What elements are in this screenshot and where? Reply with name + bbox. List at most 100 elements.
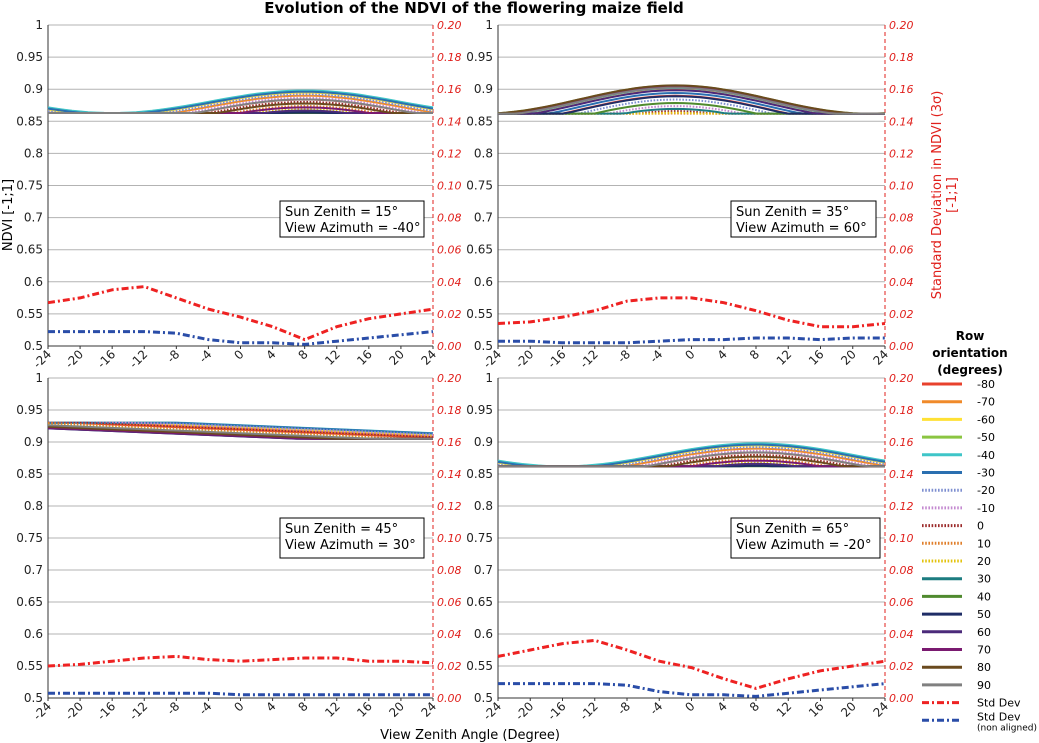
legend-label: -80 [977, 378, 995, 391]
x-tick-label: 12 [322, 699, 343, 720]
legend-label: 90 [977, 679, 991, 692]
y-tick-label-right: 0.16 [437, 436, 462, 449]
x-tick-label: 0 [231, 347, 246, 362]
legend-label: -30 [977, 467, 995, 480]
y-tick-label-right: 0.16 [889, 83, 914, 96]
legend-label: Std Dev [977, 697, 1021, 710]
y-tick-label-right: 0.10 [889, 180, 914, 193]
x-tick-label: 20 [838, 347, 859, 368]
x-tick-label: 8 [747, 699, 762, 714]
y-tick-label-left: 0.8 [24, 146, 43, 160]
y-tick-label-right: 0.04 [437, 628, 462, 641]
annotation-sun-zenith: Sun Zenith = 15° [285, 205, 398, 220]
y-tick-label-right: 0.02 [437, 660, 462, 673]
x-tick-label: -12 [127, 347, 151, 371]
y-tick-label-right: 0.16 [889, 436, 914, 449]
y-tick-label-left: 1 [485, 371, 493, 385]
legend-label: -20 [977, 484, 995, 497]
y-tick-label-right: 0.06 [889, 244, 914, 257]
x-tick-label: -20 [62, 699, 86, 723]
y-tick-label-right: 0.00 [889, 692, 914, 705]
legend-label: -40 [977, 449, 995, 462]
y-tick-label-left: 0.5 [24, 691, 43, 705]
legend-label: 40 [977, 590, 991, 603]
y-tick-label-right: 0.14 [437, 115, 462, 128]
y-tick-label-left: 0.55 [466, 659, 493, 673]
x-tick-label: -20 [513, 699, 537, 723]
x-tick-label: -8 [615, 699, 633, 717]
y-tick-label-right: 0.00 [437, 692, 462, 705]
y-tick-label-right: 0.00 [889, 340, 914, 353]
legend-label: Std Dev [977, 710, 1021, 723]
y-tick-label-right: 0.06 [889, 596, 914, 609]
y-tick-label-left: 0.85 [466, 467, 493, 481]
y-tick-label-left: 0.9 [24, 435, 43, 449]
y-tick-label-right: 0.18 [437, 404, 462, 417]
annotation-sun-zenith: Sun Zenith = 65° [736, 522, 849, 537]
chart-title: Evolution of the NDVI of the flowering m… [264, 0, 684, 17]
y-tick-label-left: 0.7 [24, 563, 43, 577]
x-tick-label: 0 [682, 347, 697, 362]
legend-items: -80 -70 -60 -50 -40 -30 -20 -10 0 10 20 30 40 50 60 70 8… [922, 378, 1037, 733]
x-tick-label: 12 [322, 347, 343, 368]
x-tick-label: 12 [774, 699, 795, 720]
annotation-view-azimuth: View Azimuth = -40° [285, 221, 420, 236]
y-tick-label-right: 0.08 [437, 212, 462, 225]
y-tick-label-right: 0.08 [889, 212, 914, 225]
y-tick-label-right: 0.08 [889, 564, 914, 577]
y-tick-label-right: 0.00 [437, 340, 462, 353]
x-tick-label: -16 [545, 347, 569, 371]
legend-label: -70 [977, 396, 995, 409]
annotation-view-azimuth: View Azimuth = -20° [736, 538, 871, 553]
series-line-orientation-0 [48, 421, 434, 439]
y-tick-label-left: 0.55 [16, 307, 43, 321]
y-tick-label-left: 0.7 [474, 563, 493, 577]
legend-label: -10 [977, 502, 995, 515]
panel-3: 0.5 0.55 0.6 0.65 0.7 0.75 0.8 0.85 0.9 0.95 1 0.00… [16, 371, 461, 723]
x-tick-label: -16 [95, 699, 119, 723]
x-tick-label: 20 [838, 699, 859, 720]
x-tick-label: 12 [774, 347, 795, 368]
y-tick-label-left: 0.7 [24, 211, 43, 225]
y-tick-label-right: 0.20 [889, 19, 914, 32]
y-tick-label-left: 0.75 [16, 531, 43, 545]
y-axis-label-right-line2: [-1;1] [945, 177, 960, 213]
legend-label-sub: (non aligned) [977, 723, 1037, 733]
x-tick-label: 16 [354, 347, 375, 368]
legend-label: 0 [977, 520, 984, 533]
y-tick-label-left: 0.6 [474, 627, 493, 641]
y-tick-label-left: 0.8 [474, 146, 493, 160]
y-tick-label-left: 0.5 [24, 339, 43, 353]
legend-label: -60 [977, 413, 995, 426]
series-line-orientation-90 [498, 451, 885, 468]
annotation-view-azimuth: View Azimuth = 30° [285, 538, 416, 553]
annotation-box [730, 200, 877, 238]
legend-label: 50 [977, 608, 991, 621]
y-tick-label-right: 0.14 [889, 115, 914, 128]
series-line-orientation-10 [47, 422, 434, 440]
x-tick-label: -4 [196, 347, 214, 365]
annotation-view-azimuth: View Azimuth = 60° [736, 221, 867, 236]
x-tick-label: 0 [682, 699, 697, 714]
series-line-std-dev [497, 638, 886, 690]
annotation-box [279, 200, 425, 238]
series-line-std-dev [47, 654, 434, 668]
x-tick-label: -12 [577, 347, 601, 371]
y-tick-label-right: 0.10 [889, 532, 914, 545]
y-axis-label-left: NDVI [-1;1] [1, 179, 16, 251]
x-tick-label: 16 [806, 699, 827, 720]
panels: 0.5 0.55 0.6 0.65 0.7 0.75 0.8 0.85 0.9 0.95 1 0.00… [16, 18, 913, 723]
x-tick-label: 20 [386, 347, 407, 368]
x-tick-label: 16 [806, 347, 827, 368]
y-tick-label-left: 0.75 [16, 179, 43, 193]
x-tick-label: -8 [615, 347, 633, 365]
y-tick-label-left: 0.65 [16, 243, 43, 257]
y-tick-label-right: 0.12 [437, 500, 462, 513]
y-tick-label-left: 0.85 [16, 114, 43, 128]
y-tick-label-right: 0.02 [889, 660, 914, 673]
legend-label: 70 [977, 644, 991, 657]
x-tick-label: 8 [747, 347, 762, 362]
x-tick-label: -20 [513, 347, 537, 371]
legend-title-line2: orientation [932, 346, 1007, 360]
